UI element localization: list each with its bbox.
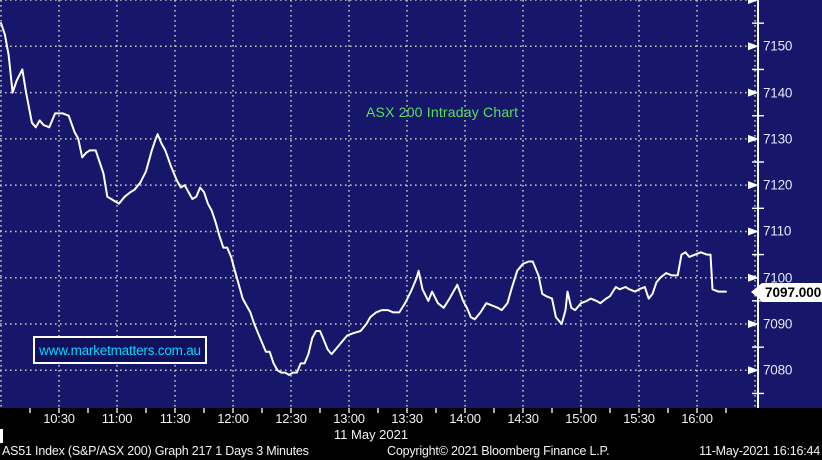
axis-marks xyxy=(29,0,764,413)
y-axis-label: 7110 xyxy=(763,223,792,239)
x-axis-label: 14:00 xyxy=(449,411,481,426)
x-axis-label: 15:30 xyxy=(623,411,655,426)
y-axis-label: 7090 xyxy=(763,316,793,332)
asx200-price-polyline xyxy=(0,22,727,376)
x-axis-label: 12:30 xyxy=(275,411,307,426)
y-axis-label: 7140 xyxy=(763,85,793,101)
chart-title: ASX 200 Intraday Chart xyxy=(366,104,519,120)
x-axis-label: 14:30 xyxy=(507,411,539,426)
footer-timestamp: 11-May-2021 16:16:44 xyxy=(699,444,820,458)
x-axis-label: 13:00 xyxy=(333,411,365,426)
y-axis-label: 7150 xyxy=(763,38,793,54)
y-axis-label: 7100 xyxy=(763,270,793,286)
y-axis-label: 7080 xyxy=(763,362,793,378)
left-edge-tick xyxy=(0,429,3,443)
y-axis-label: 7130 xyxy=(763,131,793,147)
footer-copyright: Copyright© 2021 Bloomberg Finance L.P. xyxy=(387,444,610,458)
x-axis-label: 11:00 xyxy=(101,411,133,426)
x-axis-label: 11:30 xyxy=(159,411,191,426)
x-axis-label: 13:30 xyxy=(391,411,423,426)
watermark-link[interactable]: www.marketmatters.com.au xyxy=(39,342,201,358)
price-line xyxy=(0,22,727,376)
footer-bar: AS51 Index (S&P/ASX 200) Graph 217 1 Day… xyxy=(0,444,822,460)
footer-instrument-info: AS51 Index (S&P/ASX 200) Graph 217 1 Day… xyxy=(2,444,309,458)
watermark-box[interactable]: www.marketmatters.com.au xyxy=(33,336,207,364)
last-price-callout: 7097.000 xyxy=(751,283,822,302)
x-axis-label: 12:00 xyxy=(217,411,249,426)
x-axis-label: 10:30 xyxy=(43,411,75,426)
x-axis-label: 15:00 xyxy=(565,411,597,426)
x-axis-band xyxy=(0,408,822,460)
x-axis-label: 16:00 xyxy=(681,411,713,426)
y-axis-label: 7120 xyxy=(763,177,793,193)
date-label: 11 May 2021 xyxy=(333,427,409,442)
